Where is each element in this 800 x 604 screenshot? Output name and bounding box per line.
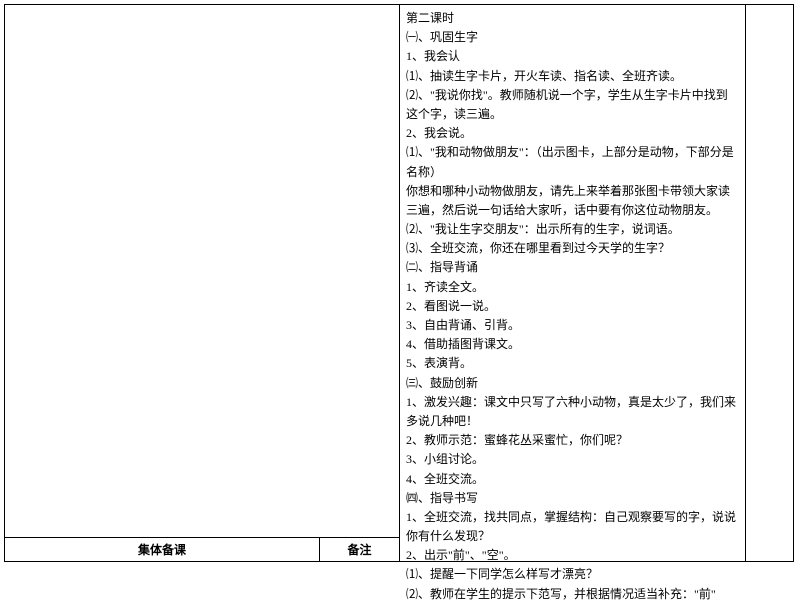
content-line: ⑵、"我说你找"。教师随机说一个字，学生从生字卡片中找到这个字，读三遍。 bbox=[406, 86, 739, 124]
content-line: ⑵、"我让生字交朋友"：出示所有的生字，说词语。 bbox=[406, 220, 739, 239]
content-line: ⑴、提醒一下同学怎么样写才漂亮？ bbox=[406, 565, 739, 584]
content-line: 4、全班交流。 bbox=[406, 470, 739, 489]
content-line: 1、我会认 bbox=[406, 47, 739, 66]
content-line: 你想和哪种小动物做朋友，请先上来举着那张图卡带领大家读三遍，然后说一句话给大家听… bbox=[406, 182, 739, 220]
left-column: 集体备课 备注 bbox=[4, 4, 400, 562]
content-line: 4、借助插图背课文。 bbox=[406, 335, 739, 354]
header-cell-notes: 备注 bbox=[320, 538, 400, 562]
content-line: 2、我会说。 bbox=[406, 124, 739, 143]
content-line: ⑴、抽读生字卡片，开火车读、指名读、全班齐读。 bbox=[406, 67, 739, 86]
content-line: ⑵、教师在学生的提示下范写，并根据情况适当补充："前" bbox=[406, 585, 739, 604]
content-line: ⑴、"我和动物做朋友"：（出示图卡，上部分是动物，下部分是名称） bbox=[406, 143, 739, 181]
document-table: 集体备课 备注 第二课时 ㈠、巩固生字 1、我会认 ⑴、抽读生字卡片，开火车读、… bbox=[4, 4, 796, 562]
content-line: 1、全班交流，找共同点，掌握结构：自己观察要写的字，说说你有什么发现？ bbox=[406, 508, 739, 546]
right-empty-cell bbox=[746, 4, 794, 562]
content-line: ㈠、巩固生字 bbox=[406, 28, 739, 47]
content-line: 2、教师示范：蜜蜂花丛采蜜忙，你们呢？ bbox=[406, 431, 739, 450]
left-empty-cell bbox=[4, 4, 400, 538]
content-line: 1、激发兴趣：课文中只写了六种小动物，真是太少了，我们来多说几种吧！ bbox=[406, 393, 739, 431]
content-line: 3、自由背诵、引背。 bbox=[406, 316, 739, 335]
content-line: 3、小组讨论。 bbox=[406, 450, 739, 469]
lesson-content: 第二课时 ㈠、巩固生字 1、我会认 ⑴、抽读生字卡片，开火车读、指名读、全班齐读… bbox=[400, 4, 746, 562]
right-column: 第二课时 ㈠、巩固生字 1、我会认 ⑴、抽读生字卡片，开火车读、指名读、全班齐读… bbox=[400, 4, 796, 562]
content-line: ㈢、鼓励创新 bbox=[406, 374, 739, 393]
content-line: 2、看图说一说。 bbox=[406, 297, 739, 316]
content-line: ⑶、全班交流，你还在哪里看到过今天学的生字？ bbox=[406, 239, 739, 258]
content-line: ㈣、指导书写 bbox=[406, 489, 739, 508]
content-line: 1、齐读全文。 bbox=[406, 278, 739, 297]
header-cell-group-prep: 集体备课 bbox=[4, 538, 320, 562]
content-line: 5、表演背。 bbox=[406, 354, 739, 373]
content-line: ㈡、指导背诵 bbox=[406, 258, 739, 277]
left-header-row: 集体备课 备注 bbox=[4, 538, 400, 562]
content-line: 第二课时 bbox=[406, 9, 739, 28]
content-line: 2、出示"前"、"空"。 bbox=[406, 546, 739, 565]
